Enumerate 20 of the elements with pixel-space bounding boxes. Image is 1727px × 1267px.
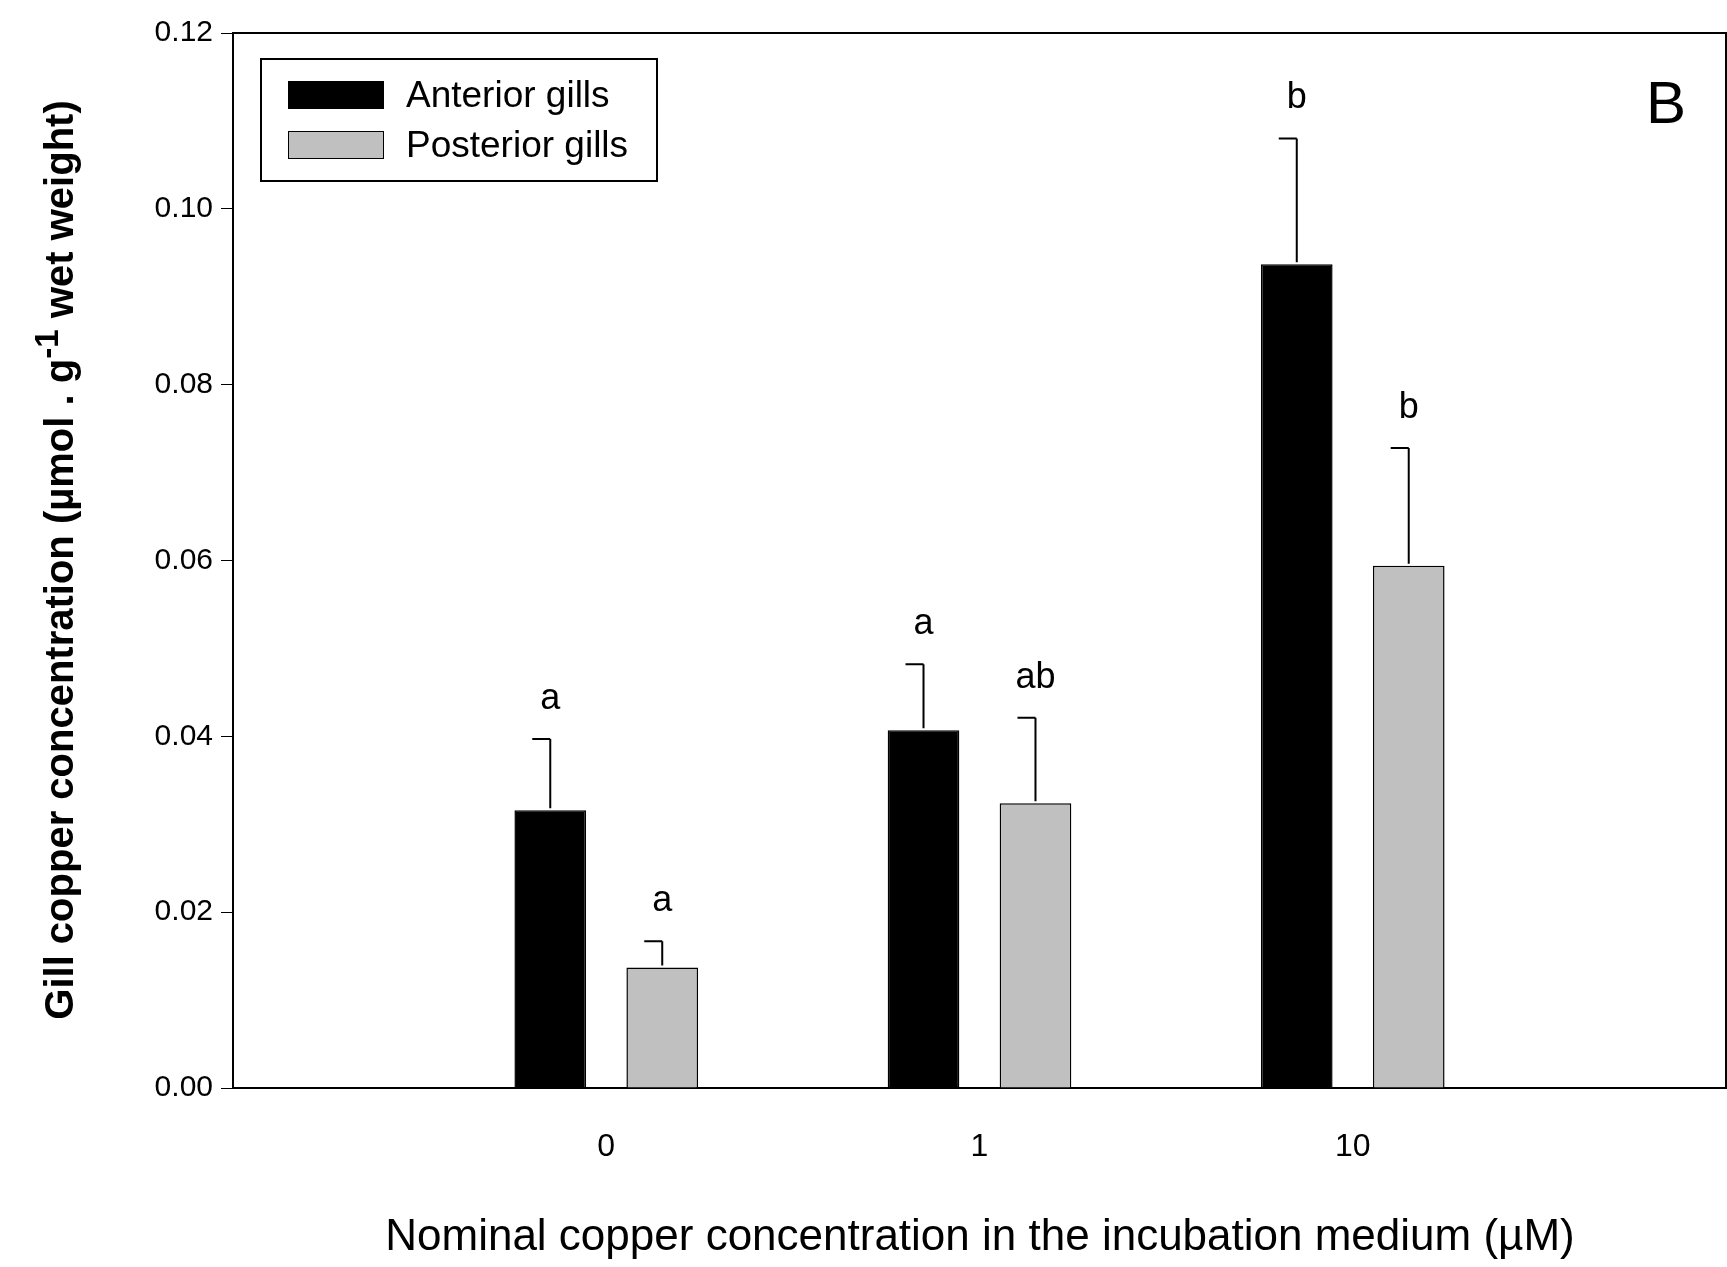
- y-tick-label: 0.04: [154, 717, 213, 751]
- y-tick-label: 0.00: [154, 1069, 213, 1103]
- annotation: a: [652, 878, 674, 920]
- annotation: a: [540, 675, 562, 717]
- y-tick-label: 0.02: [154, 893, 213, 927]
- y-tick-label: 0.08: [154, 365, 213, 399]
- legend-label: Anterior gills: [406, 74, 610, 116]
- x-axis-title: Nominal copper concentration in the incubation medium (µM): [384, 1210, 1576, 1260]
- annotation: b: [1286, 75, 1307, 117]
- annotation: a: [913, 601, 935, 643]
- y-tick-label: 0.06: [154, 541, 213, 575]
- y-tick-label: 0.12: [154, 14, 213, 48]
- x-tick-label: 0: [597, 1127, 616, 1164]
- annotation: b: [1398, 384, 1419, 426]
- x-tick-label: 1: [970, 1127, 989, 1164]
- legend-label: Posterior gills: [406, 124, 629, 166]
- x-tick-label: 10: [1334, 1127, 1371, 1164]
- y-tick-label: 0.10: [154, 190, 213, 224]
- annotation: B: [1645, 68, 1686, 137]
- annotation: ab: [1015, 654, 1056, 696]
